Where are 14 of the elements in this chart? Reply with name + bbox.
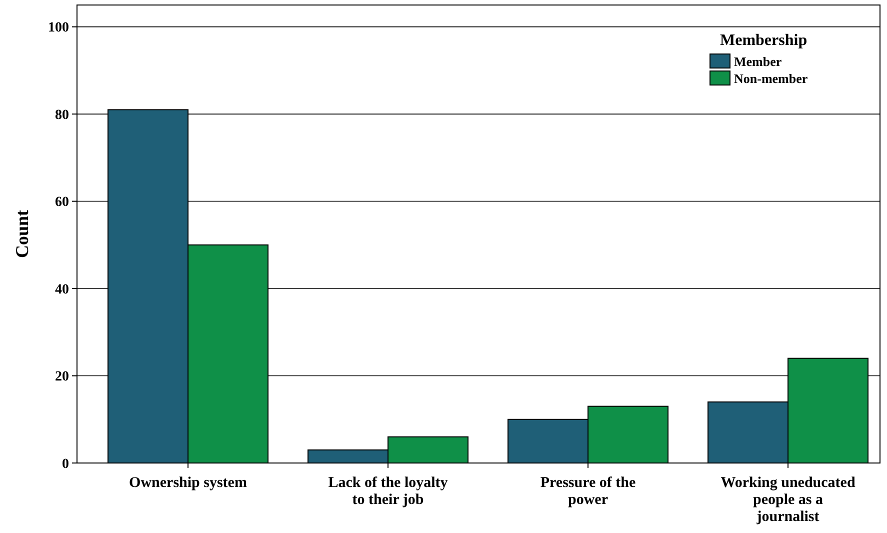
legend-label: Member (734, 54, 782, 69)
x-tick-label: Working uneducated people as a journalist (720, 475, 856, 525)
y-tick-label: 100 (48, 20, 69, 36)
y-tick-label: 20 (55, 370, 69, 385)
x-tick-label: Ownership system (129, 475, 248, 491)
x-tick-label: Pressure of the power (540, 475, 636, 508)
y-tick-label: 40 (55, 282, 69, 298)
y-tick-label: 80 (55, 108, 69, 123)
y-tick-label: 0 (62, 456, 69, 472)
y-tick-label: 60 (55, 195, 69, 210)
legend-title: Membership (720, 32, 808, 49)
x-tick-label: Lack of the loyalty to their job (328, 475, 448, 508)
y-axis-title: Count (12, 210, 32, 258)
legend-label: Non-member (734, 71, 808, 86)
